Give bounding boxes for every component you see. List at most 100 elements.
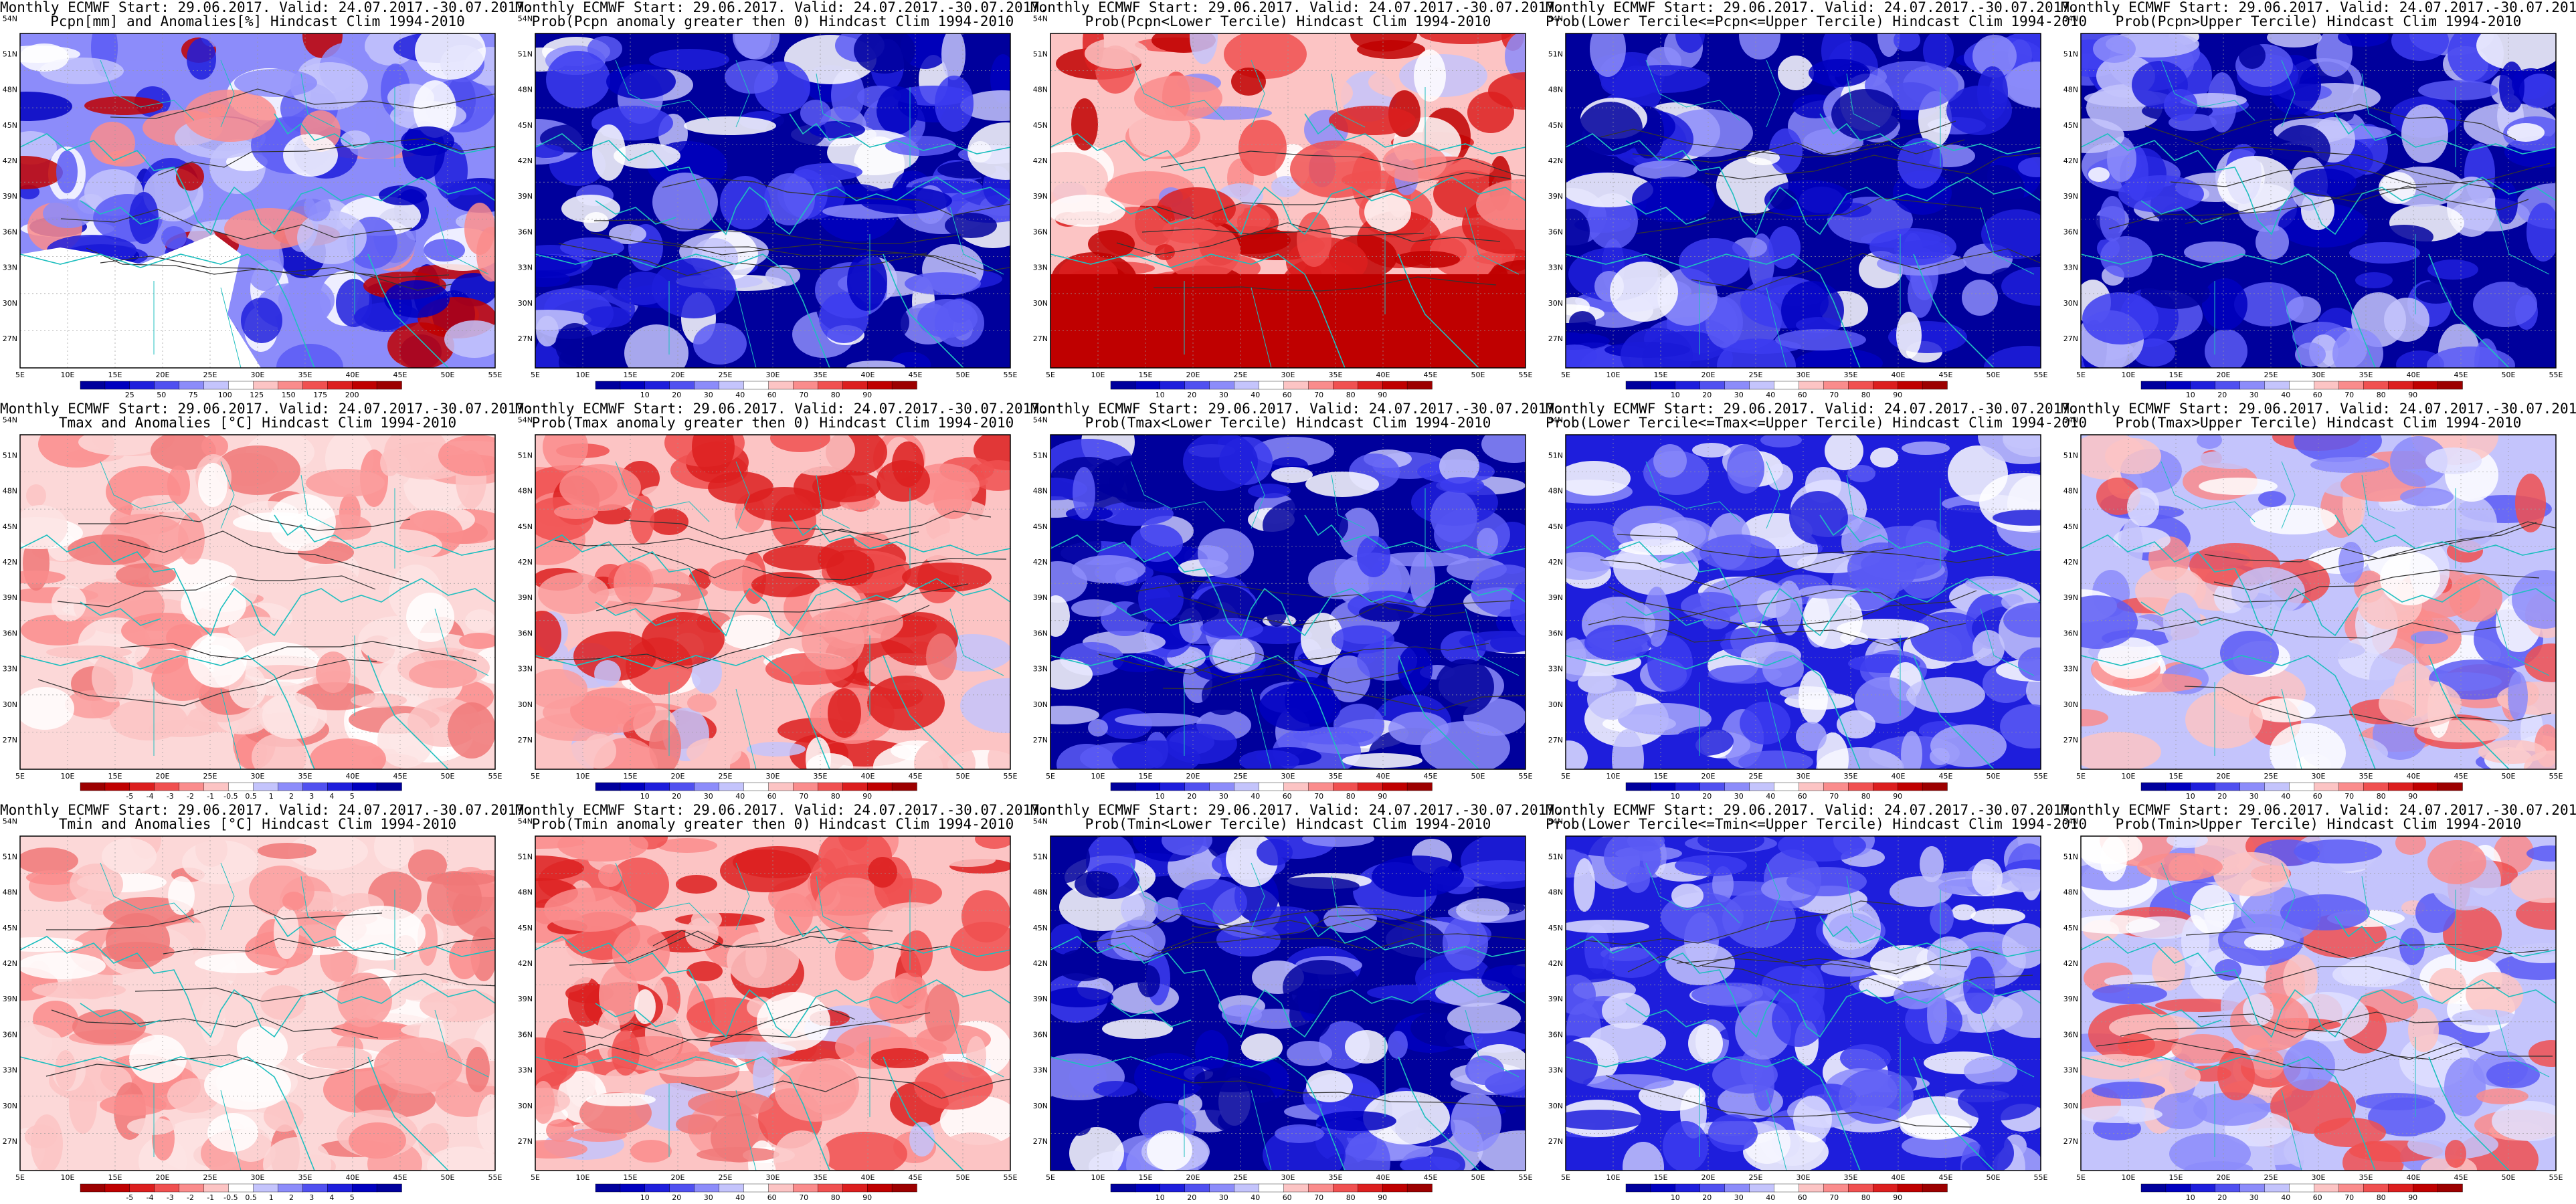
colorbar-tick-label: 60: [767, 391, 777, 399]
coastline: [1566, 113, 2041, 368]
lon-tick-label: 45E: [909, 371, 923, 379]
colorbar-tick-label: 20: [1702, 792, 1712, 801]
lon-tick-label: 55E: [1519, 371, 1533, 379]
colorbar-tick-label: 10: [2186, 792, 2195, 801]
lon-tick-label: 55E: [2549, 371, 2563, 379]
lat-tick-label: 36N: [1033, 227, 1048, 236]
lat-tick-label: 51N: [518, 49, 533, 58]
lon-tick-label: 50E: [2502, 1173, 2516, 1182]
colorbar-tick-label: 75: [189, 391, 198, 399]
colorbar-tick-label: 20: [2217, 1193, 2227, 1202]
country-borders: [1645, 862, 2035, 1171]
lat-tick-label: 45N: [2063, 522, 2078, 531]
lat-tick-label: 33N: [1548, 665, 1563, 674]
lat-tick-label: 30N: [1033, 299, 1048, 308]
colorbar-swatch: [203, 1183, 229, 1193]
colorbar-tick-label: -3: [167, 792, 174, 801]
lat-tick-label: 30N: [1033, 700, 1048, 709]
colorbar: 10 20 30 40 60 70 80 90: [1625, 1183, 1948, 1202]
colorbar-tick-label: 0.5: [245, 1193, 257, 1202]
lat-tick-label: 39N: [1548, 192, 1563, 201]
colorbar-tick-label: 1: [269, 792, 274, 801]
colorbar-swatch: [1184, 782, 1210, 791]
colorbar-tick-label: 60: [767, 792, 777, 801]
lon-tick-label: 5E: [2076, 772, 2086, 781]
lon-tick-label: 15E: [624, 772, 638, 781]
lat-tick-label: 42N: [518, 157, 533, 165]
lon-tick-label: 30E: [1281, 772, 1295, 781]
map-frame: [1050, 33, 1526, 369]
lat-tick-label: 48N: [3, 888, 17, 897]
panel-title-line2: Prob(Tmax<Lower Tercile) Hindcast Clim 1…: [1085, 415, 1491, 431]
colorbar-tick-label: -0.5: [223, 1193, 238, 1202]
lat-tick-label: 51N: [1033, 49, 1048, 58]
panel-title-line2: Prob(Pcpn<Lower Tercile) Hindcast Clim 1…: [1085, 13, 1491, 29]
lat-tick-label: 39N: [1033, 593, 1048, 602]
colorbar-swatch: [1209, 1183, 1235, 1193]
lon-tick-label: 15E: [1139, 371, 1153, 379]
colorbar-swatch: [80, 1183, 106, 1193]
lon-tick-label: 5E: [531, 371, 540, 379]
lon-tick-label: 10E: [1606, 1173, 1621, 1182]
forecast-map: 5E 10E 15E 20E 25E 30E 35E 40E 45E 50E 55E27N30N33…: [2063, 14, 2563, 399]
lat-tick-label: 45N: [518, 924, 533, 932]
colorbar-tick-label: 70: [1314, 1193, 1323, 1202]
lon-tick-label: 10E: [2122, 772, 2136, 781]
colorbar-swatch: [179, 1183, 205, 1193]
colorbar-tick-label: 10: [1156, 391, 1165, 399]
colorbar-swatch: [2215, 1183, 2241, 1193]
lat-tick-label: 54N: [2063, 14, 2078, 23]
coastline: [535, 514, 1010, 769]
lat-tick-label: 54N: [1033, 817, 1048, 825]
lat-tick-label: 27N: [2063, 334, 2078, 343]
colorbar-tick-label: 10: [1671, 391, 1680, 399]
colorbar-swatch: [1799, 782, 1825, 791]
lon-tick-label: 20E: [2217, 772, 2231, 781]
colorbar-tick-label: 90: [1378, 1193, 1387, 1202]
lat-tick-label: 33N: [1548, 264, 1563, 272]
colorbar-swatch: [2165, 782, 2191, 791]
colorbar-swatch: [2140, 381, 2167, 390]
colorbar-swatch: [327, 1183, 353, 1193]
lon-tick-label: 15E: [1654, 772, 1668, 781]
colorbar-swatch: [1873, 1183, 1898, 1193]
lon-tick-label: 10E: [2122, 1173, 2136, 1182]
lon-tick-label: 5E: [15, 371, 25, 379]
lon-tick-label: 40E: [2407, 371, 2421, 379]
graticule: [2081, 33, 2556, 368]
lon-tick-label: 35E: [298, 1173, 312, 1182]
colorbar-swatch: [1823, 782, 1849, 791]
colorbar-swatch: [2437, 381, 2463, 390]
colorbar-tick-label: 30: [704, 792, 713, 801]
colorbar-swatch: [1234, 381, 1260, 390]
forecast-map: 5E 10E 15E 20E 25E 30E 35E 40E 45E 50E 55E27N30N33…: [2063, 415, 2563, 801]
colorbar-swatch: [278, 1183, 303, 1193]
lon-tick-label: 45E: [1424, 371, 1438, 379]
lon-tick-label: 50E: [956, 371, 970, 379]
colorbar-tick-label: 2: [289, 1193, 294, 1202]
graticule: [1566, 836, 2041, 1171]
panel-title-line1: Monthly ECMWF Start: 29.06.2017. Valid: …: [1546, 401, 2079, 417]
colorbar-swatch: [2215, 381, 2241, 390]
colorbar-swatch: [1625, 1183, 1651, 1193]
colorbar-swatch: [2289, 381, 2315, 390]
colorbar-swatch: [1135, 381, 1161, 390]
colorbar-tick-label: 10: [1156, 792, 1165, 801]
lon-tick-label: 10E: [1091, 371, 1105, 379]
lat-tick-label: 36N: [518, 629, 533, 637]
forecast-map: 5E 10E 15E 20E 25E 30E 35E 40E 45E 50E 55E27N30N33…: [3, 817, 502, 1202]
colorbar-swatch: [2413, 381, 2438, 390]
lon-tick-label: 45E: [909, 772, 923, 781]
lon-tick-label: 10E: [1091, 1173, 1105, 1182]
colorbar-swatch: [2289, 782, 2315, 791]
colorbar: 10 20 30 40 60 70 80 90: [2140, 381, 2463, 399]
colorbar-tick-label: 20: [672, 792, 681, 801]
colorbar-swatch: [1259, 381, 1285, 390]
forecast-map: 5E 10E 15E 20E 25E 30E 35E 40E 45E 50E 55E27N30N33…: [1033, 14, 1533, 399]
colorbar-swatch: [1898, 381, 1923, 390]
lat-tick-label: 33N: [1033, 665, 1048, 674]
colorbar-swatch: [278, 381, 303, 390]
colorbar-tick-label: 3: [309, 1193, 314, 1202]
colorbar-tick-label: 90: [862, 1193, 872, 1202]
colorbar-swatch: [768, 381, 794, 390]
